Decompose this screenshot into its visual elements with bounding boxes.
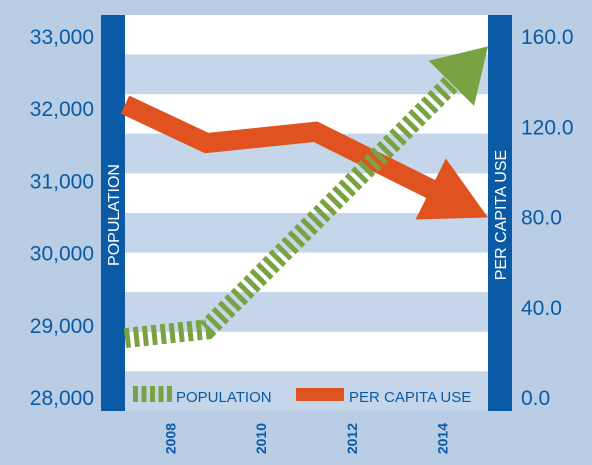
right-tick-label: 40.0 — [521, 297, 562, 320]
legend-label-per-capita: PER CAPITA USE — [349, 389, 471, 406]
left-axis-bar — [101, 15, 125, 411]
plot-band — [125, 15, 488, 55]
left-tick-label: 33,000 — [30, 26, 94, 49]
legend-dash — [150, 386, 155, 402]
x-tick-label: 2008 — [162, 423, 178, 454]
right-axis-title: PER CAPITA USE — [493, 150, 510, 280]
right-tick-label: 0.0 — [521, 387, 550, 410]
right-axis-bar — [488, 15, 512, 411]
right-tick-label: 120.0 — [521, 116, 574, 139]
x-tick-label: 2012 — [344, 423, 360, 454]
series-arrowhead-per-capita — [415, 158, 488, 220]
plot-band — [125, 331, 488, 372]
legend-label-population: POPULATION — [176, 389, 272, 406]
legend-swatch-population — [133, 386, 172, 402]
series-line-population — [123, 73, 462, 349]
left-tick-label: 32,000 — [30, 98, 94, 121]
left-tick-label: 29,000 — [30, 315, 94, 338]
plot-band — [125, 213, 488, 253]
left-tick-label: 28,000 — [30, 387, 94, 410]
right-tick-labels: 160.0 120.0 80.0 40.0 0.0 — [521, 26, 574, 410]
left-tick-label: 30,000 — [30, 243, 94, 266]
legend-dash — [167, 386, 172, 402]
x-tick-labels: 2008 2010 2012 2014 — [162, 423, 450, 454]
legend-dash — [158, 386, 164, 402]
left-tick-labels: 33,000 32,000 31,000 30,000 29,000 28,000 — [30, 26, 94, 410]
x-tick-label: 2010 — [253, 423, 269, 454]
x-tick-label: 2014 — [435, 423, 451, 454]
legend-swatch-per-capita — [296, 388, 344, 401]
plot-band — [125, 292, 488, 332]
left-axis-title: POPULATION — [106, 164, 123, 266]
plot-band — [125, 252, 488, 293]
series-layer — [120, 46, 488, 349]
legend-dash — [133, 386, 138, 402]
series-arrowhead-population — [428, 46, 488, 106]
right-tick-label: 80.0 — [521, 207, 562, 230]
left-tick-label: 31,000 — [30, 170, 94, 193]
plot-bands — [125, 15, 488, 411]
legend: POPULATION PER CAPITA USE — [133, 386, 471, 406]
plot-band — [125, 54, 488, 95]
right-tick-label: 160.0 — [521, 26, 574, 49]
legend-dash — [141, 386, 147, 402]
